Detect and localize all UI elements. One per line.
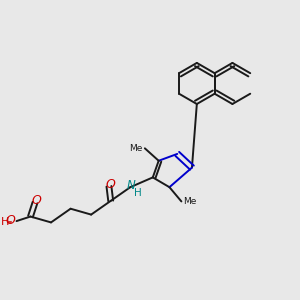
Text: H: H xyxy=(134,188,142,198)
Text: Me: Me xyxy=(130,144,143,153)
Text: H: H xyxy=(1,217,9,227)
Text: O: O xyxy=(106,178,116,191)
Text: N: N xyxy=(127,179,136,192)
Text: O: O xyxy=(31,194,41,207)
Text: O: O xyxy=(6,214,16,226)
Text: Me: Me xyxy=(183,197,197,206)
